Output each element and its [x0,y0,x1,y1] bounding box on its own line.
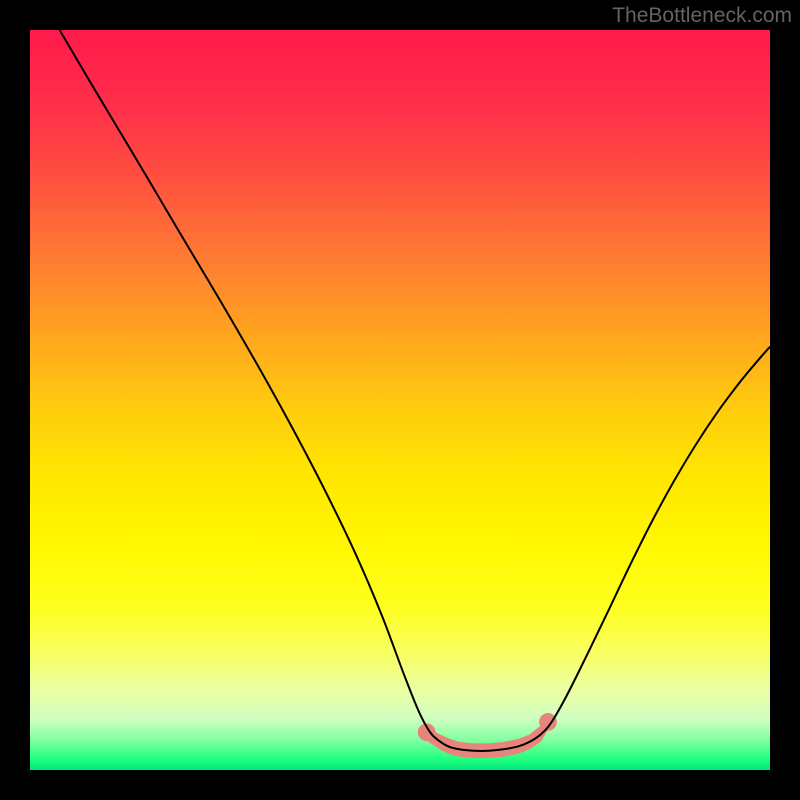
bottleneck-curve [60,30,770,751]
watermark-text: TheBottleneck.com [612,4,792,28]
plot-area [30,30,770,770]
chart-container: TheBottleneck.com [0,0,800,800]
curve-layer [30,30,770,770]
